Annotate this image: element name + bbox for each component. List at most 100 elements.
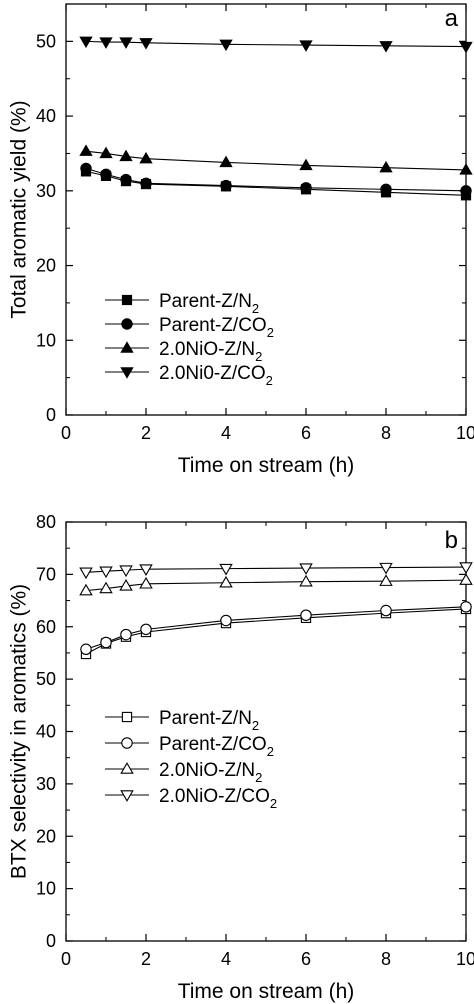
x-tick-label: 8 xyxy=(381,423,391,443)
data-point-series-3 xyxy=(219,563,233,576)
legend-entry: Parent-Z/N2 xyxy=(159,291,259,316)
data-point-series-3 xyxy=(79,567,93,580)
y-tick-label: 40 xyxy=(36,106,56,126)
data-point-series-2 xyxy=(139,576,153,589)
legend-entry-name: 2.0NiO-Z/CO xyxy=(159,786,270,807)
legend-entry-name: Parent-Z/N xyxy=(159,708,252,729)
y-tick-label: 70 xyxy=(36,564,56,584)
y-axis-label: Total aromatic yield (%) xyxy=(8,100,31,318)
y-tick-label: 50 xyxy=(36,31,56,51)
legend-entry-name: 2.0Ni0-Z/CO xyxy=(159,363,266,384)
data-point-series-3 xyxy=(79,36,93,49)
data-point-series-3 xyxy=(459,41,473,54)
data-point-series-2 xyxy=(299,574,313,587)
x-tick-label: 6 xyxy=(301,423,311,443)
data-point-series-2 xyxy=(379,574,393,586)
data-point-series-2 xyxy=(79,583,93,596)
y-tick-label: 0 xyxy=(46,931,56,951)
x-tick-label: 4 xyxy=(221,949,231,969)
data-point-series-3 xyxy=(379,41,393,53)
data-point-series-1 xyxy=(460,601,472,613)
legend-entry-subscript: 2 xyxy=(267,325,274,340)
data-point-series-1 xyxy=(300,609,312,621)
x-tick-label: 8 xyxy=(381,949,391,969)
data-point-series-3 xyxy=(379,562,393,575)
legend-entry-subscript: 2 xyxy=(255,349,262,364)
y-tick-label: 30 xyxy=(36,774,56,794)
plot-frame xyxy=(65,3,467,416)
data-point-series-3 xyxy=(99,37,113,49)
panel-label: b xyxy=(445,527,458,554)
legend-marker xyxy=(120,341,134,353)
data-point-series-1 xyxy=(140,623,152,636)
y-axis-label: BTX selectivity in aromatics (%) xyxy=(8,584,31,879)
legend-marker xyxy=(121,711,133,723)
legend-marker xyxy=(121,294,133,306)
data-point-series-3 xyxy=(459,562,473,574)
data-point-series-2 xyxy=(79,144,93,156)
data-point-series-2 xyxy=(119,579,133,591)
x-tick-label: 0 xyxy=(61,949,71,969)
x-tick-label: 0 xyxy=(61,423,71,443)
data-point-series-1 xyxy=(460,185,472,197)
legend-marker xyxy=(120,790,134,802)
data-point-series-1 xyxy=(380,604,392,617)
data-point-series-3 xyxy=(299,563,313,575)
data-point-series-1 xyxy=(80,643,92,656)
x-tick-label: 10 xyxy=(456,423,474,443)
x-tick-label: 6 xyxy=(301,949,311,969)
data-point-series-2 xyxy=(379,160,393,173)
y-tick-label: 80 xyxy=(36,512,56,532)
legend-marker xyxy=(120,762,134,774)
x-axis-label: Time on stream (h) xyxy=(178,980,355,1003)
legend-marker xyxy=(120,367,134,379)
data-point-series-1 xyxy=(100,636,112,649)
legend-entry-name: Parent-Z/CO xyxy=(159,315,267,336)
data-point-series-1 xyxy=(140,177,152,190)
legend-entry-subscript: 2 xyxy=(252,301,259,316)
y-tick-label: 20 xyxy=(36,826,56,846)
y-tick-label: 0 xyxy=(46,405,56,425)
data-point-series-2 xyxy=(99,146,113,159)
x-tick-label: 2 xyxy=(141,423,151,443)
y-tick-label: 10 xyxy=(36,330,56,350)
legend-entry: 2.0NiO-Z/N2 xyxy=(159,760,262,785)
data-point-series-2 xyxy=(219,155,233,168)
legend-entry: Parent-Z/N2 xyxy=(159,708,259,733)
legend-entry-name: Parent-Z/CO xyxy=(159,734,267,755)
legend-entry-subscript: 2 xyxy=(267,744,274,759)
x-tick-label: 4 xyxy=(221,423,231,443)
legend-entry: 2.0Ni0-Z/CO2 xyxy=(159,363,273,388)
y-tick-label: 20 xyxy=(36,256,56,276)
data-point-series-1 xyxy=(220,614,232,627)
panel-label: a xyxy=(445,5,459,32)
data-point-series-2 xyxy=(139,151,153,164)
panel-b-btx-selectivity-chart: 0 2 4 6 8 10 0 10 20 30 40 50 60 70 80 Time on stream (… xyxy=(8,512,474,1003)
data-point-series-2 xyxy=(459,163,473,175)
legend-entry-subscript: 2 xyxy=(266,373,273,388)
data-point-series-1 xyxy=(120,173,132,186)
data-point-series-2 xyxy=(299,158,313,171)
legend-entry: 2.0NiO-Z/CO2 xyxy=(159,786,277,811)
data-point-series-1 xyxy=(80,162,92,175)
data-point-series-3 xyxy=(139,38,153,50)
legend-entry: 2.0NiO-Z/N2 xyxy=(159,339,262,364)
legend-entry-subscript: 2 xyxy=(270,796,277,811)
legend-entry: Parent-Z/CO2 xyxy=(159,734,274,759)
y-tick-label: 50 xyxy=(36,669,56,689)
legend-entry-subscript: 2 xyxy=(252,718,259,733)
legend-marker xyxy=(121,318,133,330)
data-point-series-1 xyxy=(120,628,132,641)
legend-marker xyxy=(121,737,133,749)
data-point-series-2 xyxy=(219,575,233,588)
legend-entry-name: 2.0NiO-Z/N xyxy=(159,339,255,360)
y-tick-label: 10 xyxy=(36,879,56,899)
data-point-series-1 xyxy=(300,182,312,194)
data-point-series-3 xyxy=(99,566,113,579)
data-point-series-3 xyxy=(119,37,133,49)
panel-a-total-aromatic-yield-chart: 0 2 4 6 8 10 0 10 20 30 40 50 Time on stream (h) Tota… xyxy=(8,3,474,477)
legend-entry-subscript: 2 xyxy=(255,770,262,785)
data-point-series-1 xyxy=(100,168,112,181)
data-point-series-2 xyxy=(119,149,133,162)
